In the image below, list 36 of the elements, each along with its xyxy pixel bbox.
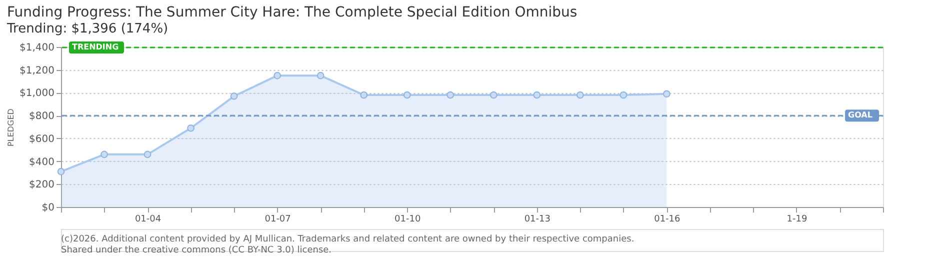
x-tick-label: 01-10 [394,214,421,224]
chart-subtitle: Trending: $1,396 (174%) [6,21,168,36]
y-tick-label: $1,400 [20,42,54,54]
ref-line-label: GOAL [848,110,872,120]
point [446,91,454,99]
point [620,91,628,99]
x-tick-label: 01-16 [654,214,681,224]
point [663,90,670,98]
point [144,150,152,158]
y-tick-label: $800 [29,111,54,122]
y-tick-label: $400 [29,156,54,168]
y-tick-label: $0 [42,202,54,214]
point [403,91,411,99]
y-tick-label: $1,200 [20,65,54,76]
x-tick-label: 01-07 [264,214,291,224]
y-tick-label: $600 [29,134,54,145]
point [230,92,238,100]
chart-title: Funding Progress: The Summer City Hare: The Complete Special Edition Omnibus [7,4,578,20]
point [576,91,584,99]
text: Shared under the creative commons (CC BY-NC 3.0) license. [61,246,332,256]
point [316,72,324,80]
point [533,91,541,99]
text: (c)2026. Additional content provided by AJ Mullican. Trademarks and related content are owned by their respective companies. [61,234,634,244]
point [57,168,65,176]
y-tick-label: $1,000 [20,88,54,100]
point [490,91,498,99]
x-tick-label: 01-04 [134,214,162,224]
x-tick-label: 01-13 [524,214,550,224]
point [187,124,194,132]
point [360,91,368,99]
ref-line-label: TRENDING [72,42,119,52]
y-axis-title: PLEDGED [6,108,16,146]
point [100,150,108,158]
x-tick-label: 1-19 [786,214,808,224]
y-tick-label: $200 [29,180,54,191]
point [274,72,281,80]
